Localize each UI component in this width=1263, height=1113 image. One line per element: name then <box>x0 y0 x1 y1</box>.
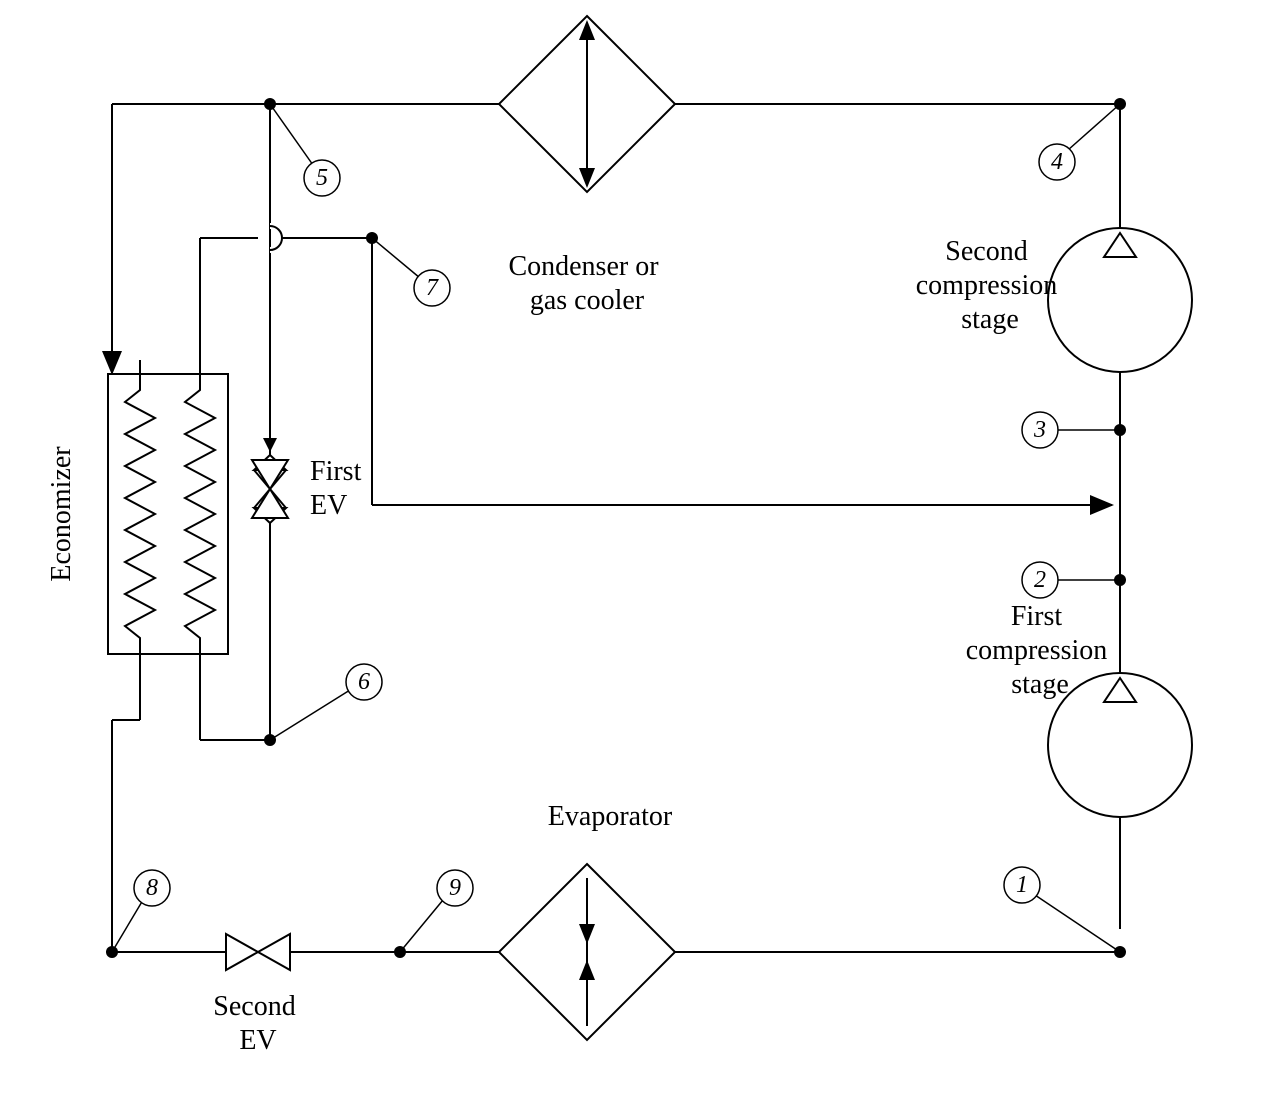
leader <box>1068 104 1120 150</box>
state-label-8: 8 <box>134 870 170 906</box>
state-label-2: 2 <box>1022 562 1058 598</box>
flow-arrow <box>263 438 277 452</box>
refrigeration-cycle-diagram: 1 2 3 4 5 6 7 8 9 Condenser or gas coole… <box>0 0 1263 1113</box>
leader <box>372 238 420 278</box>
svg-text:1: 1 <box>1016 872 1028 898</box>
svg-text:3: 3 <box>1033 417 1046 443</box>
svg-text:8: 8 <box>146 875 158 901</box>
state-label-7: 7 <box>414 270 450 306</box>
leader <box>400 900 443 952</box>
state-label-6: 6 <box>346 664 382 700</box>
state-label-9: 9 <box>437 870 473 906</box>
second-ev <box>226 934 290 970</box>
state-label-5: 5 <box>304 160 340 196</box>
svg-text:6: 6 <box>358 669 370 695</box>
svg-text:2: 2 <box>1034 567 1046 593</box>
leader <box>270 690 350 740</box>
second-compressor <box>1048 228 1192 372</box>
first-ev-label: First EV <box>310 456 368 521</box>
svg-text:7: 7 <box>426 275 439 301</box>
svg-text:4: 4 <box>1051 149 1063 175</box>
condenser <box>499 16 675 192</box>
svg-text:5: 5 <box>316 165 328 191</box>
state-label-4: 4 <box>1039 144 1075 180</box>
evaporator-label: Evaporator <box>548 801 673 832</box>
first-ev <box>252 455 288 523</box>
comp2-label: Second compression stage <box>916 236 1065 335</box>
pipe-hop <box>270 226 282 250</box>
leader <box>112 900 143 952</box>
state-label-1: 1 <box>1004 867 1040 903</box>
first-compressor <box>1048 673 1192 817</box>
leader <box>1035 895 1120 952</box>
condenser-label: Condenser or gas cooler <box>508 251 665 316</box>
leader <box>270 104 313 165</box>
second-ev-label: Second EV <box>213 991 302 1056</box>
state-label-3: 3 <box>1022 412 1058 448</box>
evaporator <box>499 864 675 1040</box>
svg-text:9: 9 <box>449 875 461 901</box>
economizer-label: Economizer <box>46 446 77 582</box>
economizer <box>108 374 228 654</box>
